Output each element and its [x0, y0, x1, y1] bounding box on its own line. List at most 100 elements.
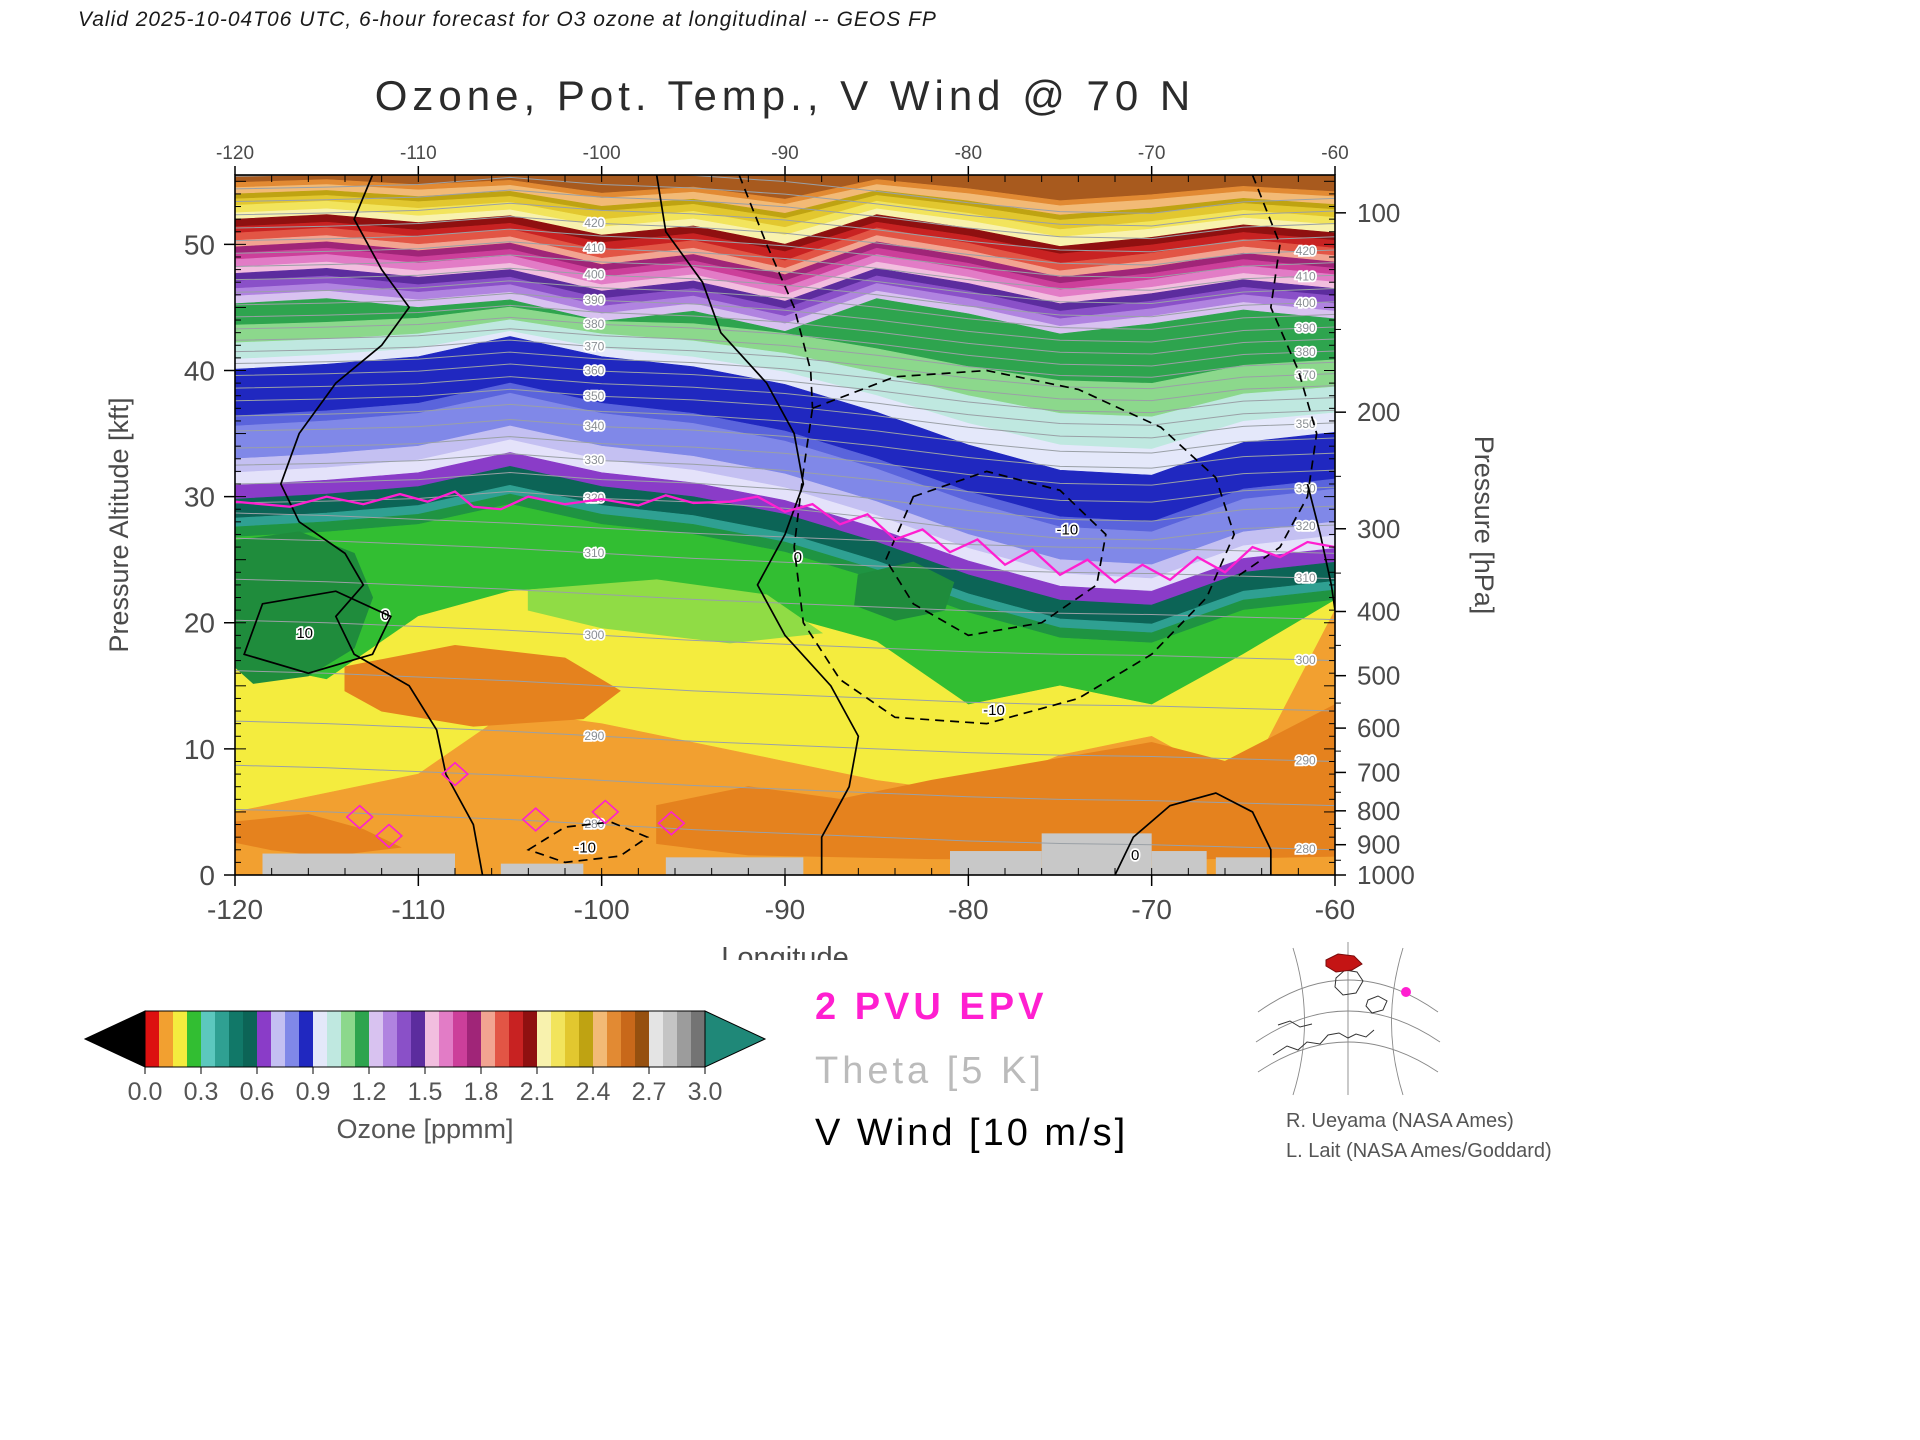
y-axis-left: 0 10 20 30 40 50 Pressure Altitude [kft] [104, 180, 1335, 891]
map-highlight-region [1325, 953, 1363, 973]
legend-epv-label: 2 PVU EPV [815, 986, 1048, 1028]
y-right-tick-label: 100 [1357, 198, 1400, 228]
colorbar-tick-label: 2.7 [632, 1078, 667, 1106]
x-axis: -120-120-110-110-100-100-90-90-80-80-70-… [207, 143, 1355, 960]
legend-vwind-label: V Wind [10 m/s] [815, 1112, 1129, 1154]
y-right-axis-title: Pressure [hPa] [1469, 436, 1499, 615]
colorbar-tick-label: 2.4 [576, 1078, 611, 1106]
x-tick-label: -110 [391, 894, 445, 925]
theta-contours [235, 175, 1335, 851]
theta-contour-line [235, 436, 1335, 486]
x-tick-label: -70 [1131, 894, 1171, 925]
theta-label: 320 [1296, 519, 1316, 533]
theta-contour-line [235, 328, 1335, 378]
vwind-label: 0 [1131, 847, 1139, 864]
colorbar-stripe [215, 1011, 229, 1067]
colorbar-stripe [397, 1011, 411, 1067]
theta-label: 330 [584, 453, 604, 467]
y-right-tick-label: 900 [1357, 830, 1400, 860]
terrain-block [262, 853, 455, 875]
theta-label: 380 [584, 317, 604, 331]
colorbar-stripe [271, 1011, 285, 1067]
vwind-contour-solid [243, 590, 392, 675]
y-left-tick-label: 50 [184, 229, 215, 260]
terrain-block [1041, 833, 1152, 875]
vwind-contour-solid [655, 175, 860, 875]
colorbar-tick-label: 2.1 [520, 1078, 555, 1106]
theta-contour-line [235, 578, 1335, 621]
theta-contour-line [235, 453, 1335, 503]
x-tick-label: -80 [948, 894, 988, 925]
colorbar-tick-label: 1.8 [464, 1078, 499, 1106]
theta-label: 310 [1296, 571, 1316, 585]
y-right-tick-label: 700 [1357, 757, 1400, 787]
theta-label: 420 [584, 216, 604, 230]
x-top-tick-label: -60 [1321, 143, 1348, 164]
colorbar-stripe [523, 1011, 537, 1067]
y-left-axis-title: Pressure Altitude [kft] [104, 397, 134, 652]
vwind-label: -10 [574, 839, 596, 856]
colorbar-stripe [663, 1011, 677, 1067]
vwind-contours: 0 10 0 0 -10 -10 -10 [243, 175, 1335, 875]
terrain-block [500, 863, 584, 875]
theta-contour-line [235, 215, 1335, 266]
colorbar-stripe [299, 1011, 313, 1067]
theta-label: 340 [584, 419, 604, 433]
colorbar-tick-label: 0.0 [128, 1078, 163, 1106]
colorbar-tick-label: 3.0 [688, 1078, 723, 1106]
x-tick-label: -60 [1315, 894, 1355, 925]
x-top-tick-label: -120 [216, 143, 254, 164]
theta-label: 320 [584, 491, 604, 505]
legend-theta-label: Theta [5 K] [815, 1050, 1045, 1092]
x-tick-label: -100 [574, 894, 630, 925]
theta-contour-line [235, 764, 1335, 807]
theta-label: 290 [1296, 754, 1316, 768]
y-right-tick-label: 500 [1357, 661, 1400, 691]
theta-contour-line [235, 808, 1335, 851]
vwind-label: 0 [794, 549, 802, 566]
y-left-tick-label: 0 [199, 860, 215, 891]
theta-label: 360 [584, 364, 604, 378]
colorbar-stripe [187, 1011, 201, 1067]
map-location-dot [1401, 987, 1411, 997]
y-right-tick-label: 1000 [1357, 860, 1415, 890]
colorbar-stripe [159, 1011, 173, 1067]
theta-contour-line [235, 376, 1335, 426]
ozone-patch [527, 579, 824, 644]
colorbar-stripe [467, 1011, 481, 1067]
theta-contour-line [235, 267, 1335, 318]
theta-contour-line [235, 228, 1335, 279]
y-right-tick-label: 600 [1357, 713, 1400, 743]
colorbar-stripe [439, 1011, 453, 1067]
x-top-tick-label: -110 [400, 143, 437, 164]
colorbar-stripe [593, 1011, 607, 1067]
vwind-label: -10 [1056, 521, 1078, 538]
colorbar-stripe [145, 1011, 159, 1067]
colorbar-stripe [285, 1011, 299, 1067]
theta-contour-line [235, 241, 1335, 291]
theta-contour-line [235, 419, 1335, 469]
colorbar-tick-label: 0.6 [240, 1078, 275, 1106]
colorbar-stripe [313, 1011, 327, 1067]
theta-label: 300 [584, 628, 604, 642]
theta-contour-line [235, 512, 1335, 554]
theta-contour-line [235, 280, 1335, 330]
theta-contour-line [235, 388, 1335, 439]
colorbar-stripe [481, 1011, 495, 1067]
y-right-tick-label: 200 [1357, 397, 1400, 427]
colorbar-stripe [257, 1011, 271, 1067]
colorbar-stripe [649, 1011, 663, 1067]
terrain-block [1215, 857, 1271, 875]
epv-closed-contour [521, 807, 550, 832]
theta-label: 400 [584, 268, 604, 282]
theta-contour-line [235, 254, 1335, 305]
cross-section-plot: 2802903003103203303403503603703803904004… [104, 143, 1499, 960]
colorbar-stripe [327, 1011, 341, 1067]
epv-closed-contour [591, 799, 620, 825]
theta-contour-line [235, 176, 1335, 227]
colorbar-stripe [411, 1011, 425, 1067]
epv-line [235, 490, 1335, 584]
vwind-label: -10 [983, 702, 1005, 719]
theta-labels: 280 290 300 310 320 330 340 350 360 370 380 390 400 4… [583, 214, 1318, 857]
